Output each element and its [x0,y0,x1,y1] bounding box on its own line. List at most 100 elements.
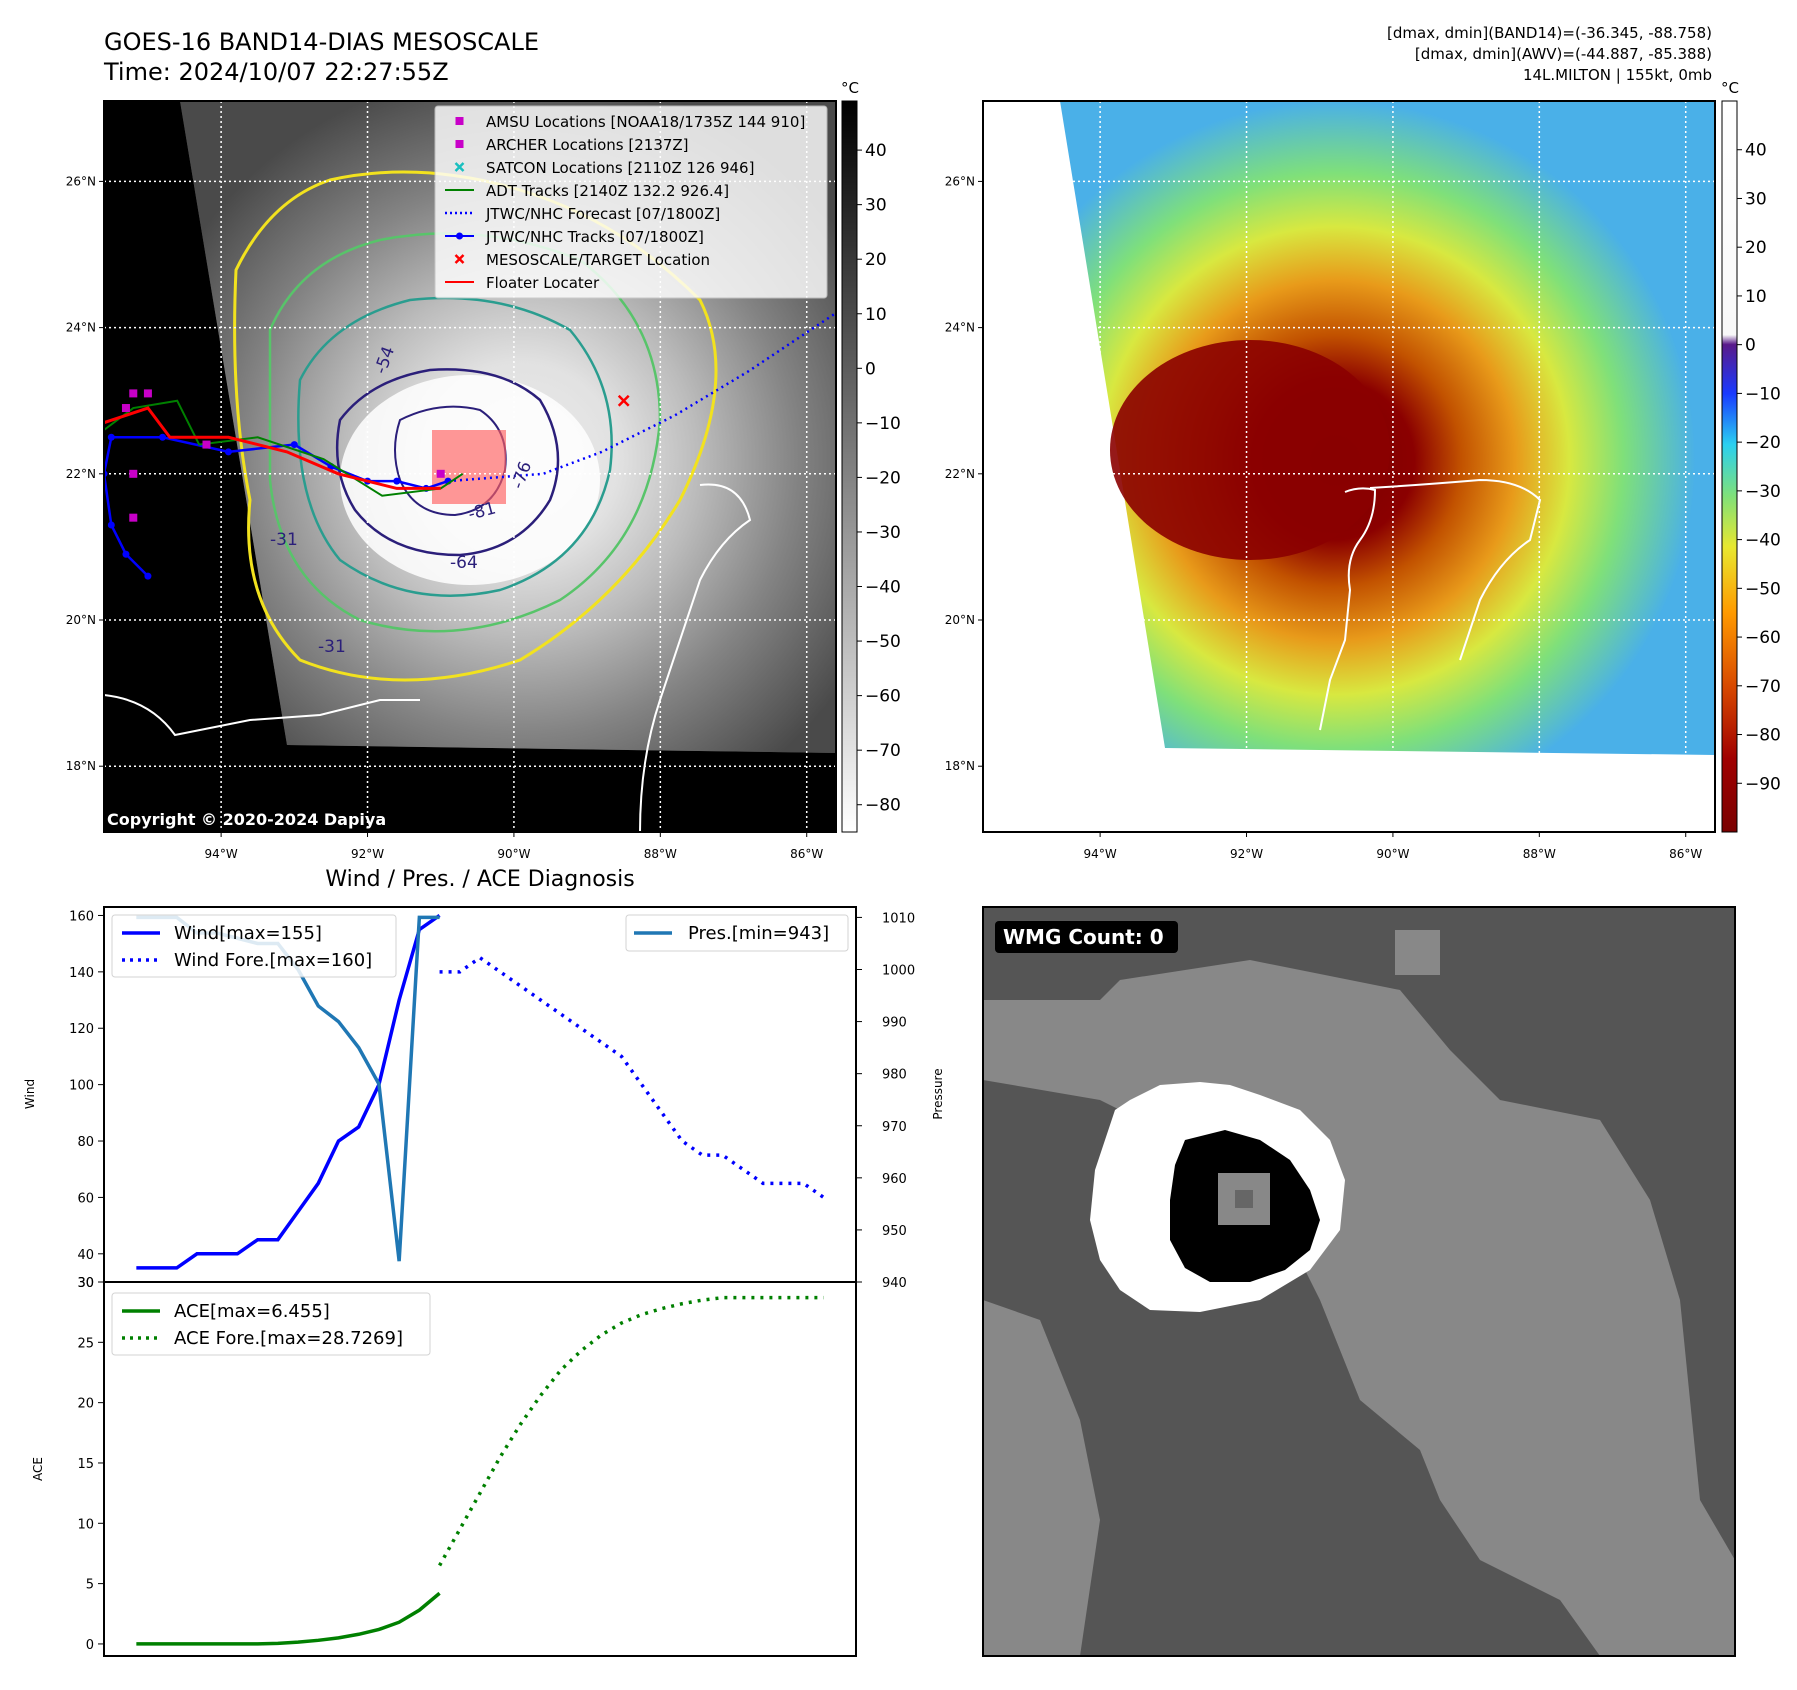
colorbar-tick-label: 40 [1745,141,1767,161]
colorbar-tick-label: −30 [1745,482,1781,502]
ace-ytick-label: 0 [86,1638,94,1653]
storm-tracks [104,311,836,580]
wind-legend-label: Wind[max=155] [174,923,322,944]
legend-label: JTWC/NHC Tracks [07/1800Z] [485,228,704,246]
ace-series-line [136,1591,441,1646]
wmg-gray-block [1395,930,1440,975]
pressure-ytick-label: 1010 [882,911,915,926]
colorbar-tick-label: −70 [865,741,901,761]
pressure-ytick-label: 1000 [882,964,915,979]
map2-lon-label: 86°W [1669,847,1702,861]
legend-label: Floater Locater [486,274,600,292]
best-track-point [122,550,130,558]
map2-axes: 94°W 92°W 90°W 88°W 86°W 26°N 24°N 22°N 20°N 18°N [945,174,1703,861]
coastline-mexico [104,694,420,737]
map2-coastline-east [1369,478,1542,661]
colorbar-tick-label: −20 [1745,433,1781,453]
best-track-point [393,477,401,485]
best-track-point [159,433,167,441]
coastline-yucatan [639,483,752,832]
map2-frame [982,100,1716,833]
awv-map-panel: 94°W 92°W 90°W 88°W 86°W 26°N 24°N 22°N 20°N 18°N [945,100,1716,861]
legend-x-marker [454,254,465,264]
copyright-text: Copyright © 2020-2024 Dapiya [107,810,386,829]
wmg-count-badge [995,921,1178,953]
series-line [439,955,825,1199]
floater-box [432,430,506,504]
wind-ytick-label: 60 [77,1191,94,1206]
ace-plot-area [136,1295,824,1646]
colorbar-awv-scale [1721,100,1738,833]
wind-ytick-label: 80 [77,1135,94,1150]
map2-lat-label: 20°N [945,613,975,627]
map1-lon-label: 88°W [644,847,677,861]
map1-lat-label: 26°N [66,174,96,188]
figure-time: Time: 2024/10/07 22:27:55Z [103,58,449,86]
colorbar-awv-unit: °C [1721,79,1739,97]
colorbar-awv: °C 40 30 20 10 0 −10 −20 −30 −40 −50 −60 −70 −80 −90 [1721,79,1781,833]
map1-lon-label: 86°W [790,847,823,861]
legend-dot-marker [456,232,463,240]
map1-lat-label: 24°N [66,321,96,335]
target-location-marker [617,394,630,407]
archer-marker [202,440,211,449]
archer-marker [121,404,130,413]
map1-lon-label: 92°W [351,847,384,861]
ace-legend: ACE[max=6.455] ACE Fore.[max=28.7269] [111,1292,431,1356]
pressure-legend-box [625,914,849,952]
ace-chart: 0 5 10 15 20 25 30 ACE ACE[max=6.455] ACE Fore.… [31,1276,857,1657]
wmg-eye-core [1235,1190,1253,1208]
colorbar-tick-label: −50 [865,632,901,652]
colorbar-tick-label: 30 [1745,189,1767,209]
map2-cdo [1110,340,1390,560]
colorbar-tick-label: 10 [865,305,887,325]
map1-frame [103,100,837,833]
map2-lat-label: 24°N [945,321,975,335]
best-track-point [107,521,115,529]
wind-ytick-label: 100 [69,1079,94,1094]
legend-label: AMSU Locations [NOAA18/1735Z 144 910] [486,113,805,131]
wmg-count-label: WMG Count: 0 [1003,925,1164,949]
pressure-ytick-label: 990 [882,1016,907,1031]
colorbar-tick-label: 40 [865,141,887,161]
colorbar-tick-label: −40 [1745,531,1781,551]
forecast-track [447,311,836,483]
map2-lat-label: 18°N [945,759,975,773]
ace-ylabel: ACE [31,1457,45,1481]
wind-legend-box [111,914,397,978]
ace-ytick-label: 30 [77,1276,94,1291]
colorbar-tick-label: −90 [1745,774,1781,794]
floater-track [104,406,441,490]
ir-map-panel: -54-76-81-64-31-31 Copyright © 2020-2024… [66,100,837,861]
map2-gridlines [983,101,1715,832]
colorbar-tick-label: 20 [1745,238,1767,258]
best-track-point [224,448,232,456]
wind-pressure-chart: 30 40 60 80 100 120 140 160 940 950 960 970 980 990 10… [23,906,945,1291]
map2-lon-label: 88°W [1523,847,1556,861]
contour-label: -64 [450,553,478,573]
colorbar-tick-label: 30 [865,196,887,216]
map1-axes: 94°W 92°W 90°W 88°W 86°W 26°N 24°N 22°N 20°N 18°N [66,174,824,861]
map1-lat-label: 20°N [66,613,96,627]
map2-lon-label: 94°W [1084,847,1117,861]
archer-marker [436,469,445,478]
wmg-gray-region-sw [983,1300,1100,1656]
map1-lat-label: 22°N [66,467,96,481]
colorbar-tick-label: −80 [865,796,901,816]
ace-legend-box [111,1292,431,1356]
best-track-point [107,433,115,441]
pressure-legend: Pres.[min=943] [625,914,849,952]
colorbar-ir-unit: °C [841,79,859,97]
wind-ytick-label: 140 [69,966,94,981]
wmg-panel: WMG Count: 0 [982,906,1736,1657]
map1-lon-label: 90°W [497,847,530,861]
best-track-point [290,441,298,449]
map1-lon-label: 94°W [205,847,238,861]
info-storm: 14L.MILTON | 155kt, 0mb [1523,66,1712,84]
colorbar-ir-scale [841,100,858,833]
wind-ytick-label: 160 [69,909,94,924]
contour-label: -31 [318,637,346,657]
map1-legend: AMSU Locations [NOAA18/1735Z 144 910] ARC… [434,105,828,299]
wind-legend-label: Wind Fore.[max=160] [174,950,372,971]
legend-label: ARCHER Locations [2137Z] [486,136,689,154]
